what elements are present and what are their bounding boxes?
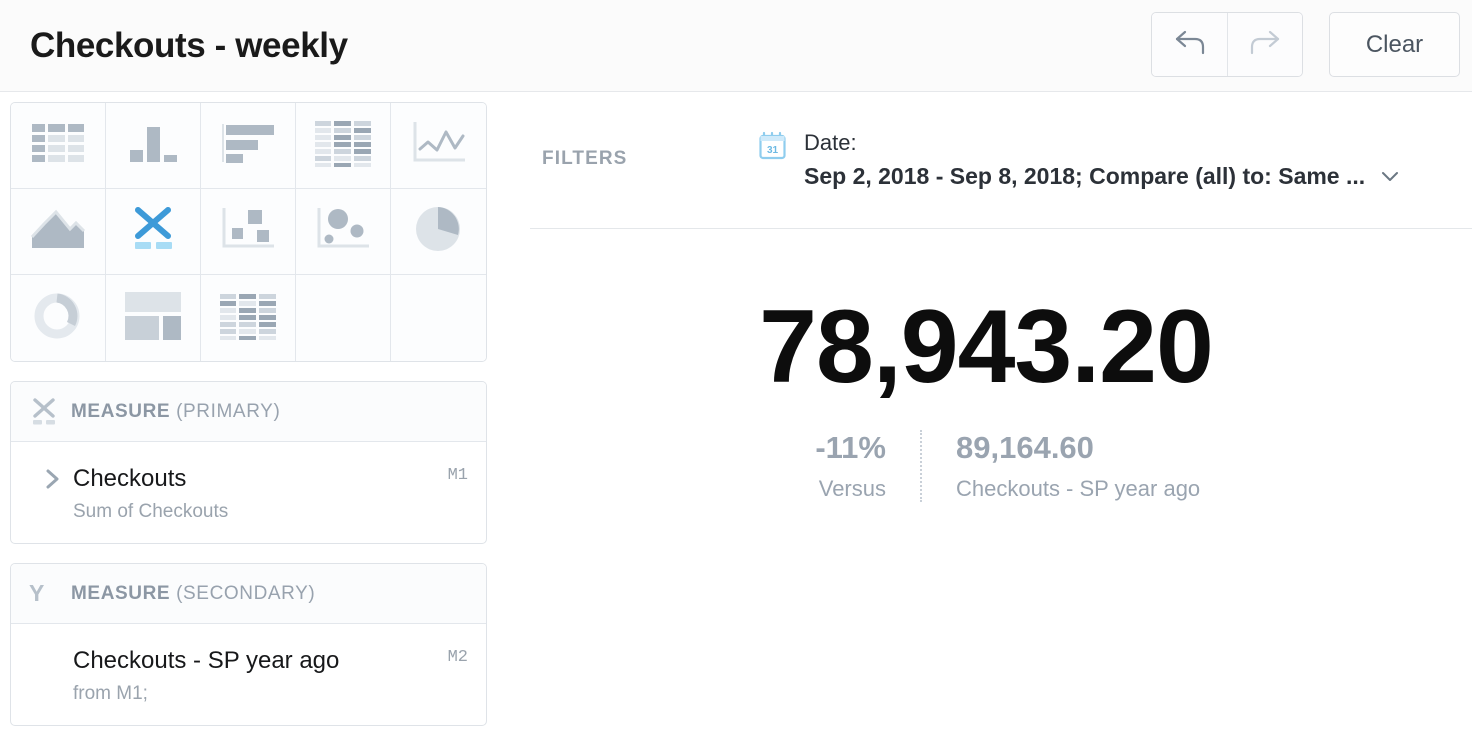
viz-option-column[interactable] [106,103,201,189]
viz-option-pie[interactable] [391,189,486,275]
viz-option-grid[interactable] [296,103,391,189]
kpi-compare-value: 89,164.60 [956,429,1094,465]
viz-option-line[interactable] [391,103,486,189]
measure-secondary-row[interactable]: Checkouts - SP year ago from M1; M2 [11,646,486,705]
measure-secondary-sub: from M1; [73,683,148,704]
viz-option-table[interactable] [11,103,106,189]
bar-chart-icon [220,121,276,170]
pivot-table-icon [219,292,277,345]
kpi-primary-value: 78,943.20 [759,288,1214,405]
viz-option-layout[interactable] [106,275,201,361]
sidebar: MEASURE (PRIMARY) Checkouts Sum of Check… [0,92,500,756]
measure-secondary-texts: Checkouts - SP year ago from M1; [73,646,448,705]
measure-primary-texts: Checkouts Sum of Checkouts [73,464,448,523]
y-axis-letter-label: Y [29,580,45,606]
measure-primary-title-strong: MEASURE [71,400,171,422]
measure-primary-row[interactable]: Checkouts Sum of Checkouts M1 [11,464,486,523]
visualization-picker [10,102,487,362]
viz-option-empty-2 [391,275,486,361]
filter-date-key: Date: [804,130,857,155]
kpi-divider [920,429,922,502]
viz-option-bubble[interactable] [296,189,391,275]
header-actions: Clear [1151,12,1460,77]
filter-date-value-row: Sep 2, 2018 - Sep 8, 2018; Compare (all)… [804,159,1472,194]
main-content: FILTERS 31 Date: Sep 2, 2018 - Sep 8, 20… [500,92,1472,756]
x-measure-icon [29,397,71,427]
viz-option-scatter[interactable] [201,189,296,275]
measure-secondary-title-light: (SECONDARY) [170,582,316,604]
kpi-percent-change: -11% [815,429,886,465]
area-chart-icon [30,207,86,256]
filter-date[interactable]: Date: Sep 2, 2018 - Sep 8, 2018; Compare… [804,126,1472,194]
table-icon [30,121,86,170]
undo-redo-group [1151,12,1303,77]
measure-primary-sub: Sum of Checkouts [73,501,229,522]
kpi-percent-column: -11% Versus [720,430,920,502]
undo-arrow-icon [1171,26,1209,63]
viz-option-area[interactable] [11,189,106,275]
kpi-compare-caption: Checkouts - SP year ago [956,475,1201,501]
filters-divider [530,227,1472,229]
chevron-down-icon[interactable] [1379,169,1401,183]
column-chart-icon [125,121,181,170]
measure-secondary-title: MEASURE (SECONDARY) [71,583,315,605]
kpi-compare-block: -11% Versus 89,164.60 Checkouts - SP yea… [500,429,1472,502]
measure-primary-header: MEASURE (PRIMARY) [11,382,486,442]
bubble-chart-icon [315,206,371,257]
viz-option-pivot[interactable] [201,275,296,361]
line-chart-icon [411,120,467,171]
calendar-icon: 31 [758,126,804,167]
chevron-right-icon[interactable] [45,464,73,496]
redo-arrow-icon [1246,26,1284,63]
x-measure-icon [128,206,178,257]
kpi-percent-caption: Versus [818,475,886,501]
measure-primary-name: Checkouts [73,465,187,492]
measure-primary-title: MEASURE (PRIMARY) [71,401,280,423]
clear-button[interactable]: Clear [1329,12,1460,77]
measure-primary-tag: M1 [447,466,468,485]
filter-date-value: Sep 2, 2018 - Sep 8, 2018; Compare (all)… [804,163,1366,189]
kpi-compare-column: 89,164.60 Checkouts - SP year ago [922,430,1252,502]
page-title: Checkouts - weekly [30,25,348,65]
measure-secondary-chevron-placeholder [45,646,73,649]
measure-secondary-tag: M2 [447,648,468,667]
measure-primary-title-light: (PRIMARY) [170,400,281,422]
measure-primary-body: Checkouts Sum of Checkouts M1 [11,442,486,543]
viz-option-single-value[interactable] [106,189,201,275]
viz-option-bar[interactable] [201,103,296,189]
measure-secondary-panel: Y MEASURE (SECONDARY) Checkouts - SP yea… [10,563,487,726]
measure-primary-panel: MEASURE (PRIMARY) Checkouts Sum of Check… [10,381,487,544]
measure-secondary-title-strong: MEASURE [71,582,171,604]
filters-label: FILTERS [542,148,628,169]
y-axis-letter-icon: Y [29,580,71,607]
measure-secondary-body: Checkouts - SP year ago from M1; M2 [11,624,486,725]
donut-chart-icon [32,291,84,346]
pie-chart-icon [413,204,465,259]
viz-option-empty-1 [296,275,391,361]
redo-button[interactable] [1227,13,1302,76]
dashboard-layout-icon [124,291,182,346]
measure-secondary-name: Checkouts - SP year ago [73,647,340,674]
scatter-square-icon [220,206,276,257]
app-header: Checkouts - weekly Cle [0,0,1472,92]
measure-secondary-header: Y MEASURE (SECONDARY) [11,564,486,624]
undo-button[interactable] [1152,13,1227,76]
kpi-area: 78,943.20 -11% Versus 89,164.60 Checkout… [500,229,1472,502]
data-grid-icon [314,119,372,172]
svg-text:31: 31 [767,145,779,156]
body-wrapper: MEASURE (PRIMARY) Checkouts Sum of Check… [0,92,1472,756]
filters-bar: FILTERS 31 Date: Sep 2, 2018 - Sep 8, 20… [500,92,1472,194]
viz-option-donut[interactable] [11,275,106,361]
